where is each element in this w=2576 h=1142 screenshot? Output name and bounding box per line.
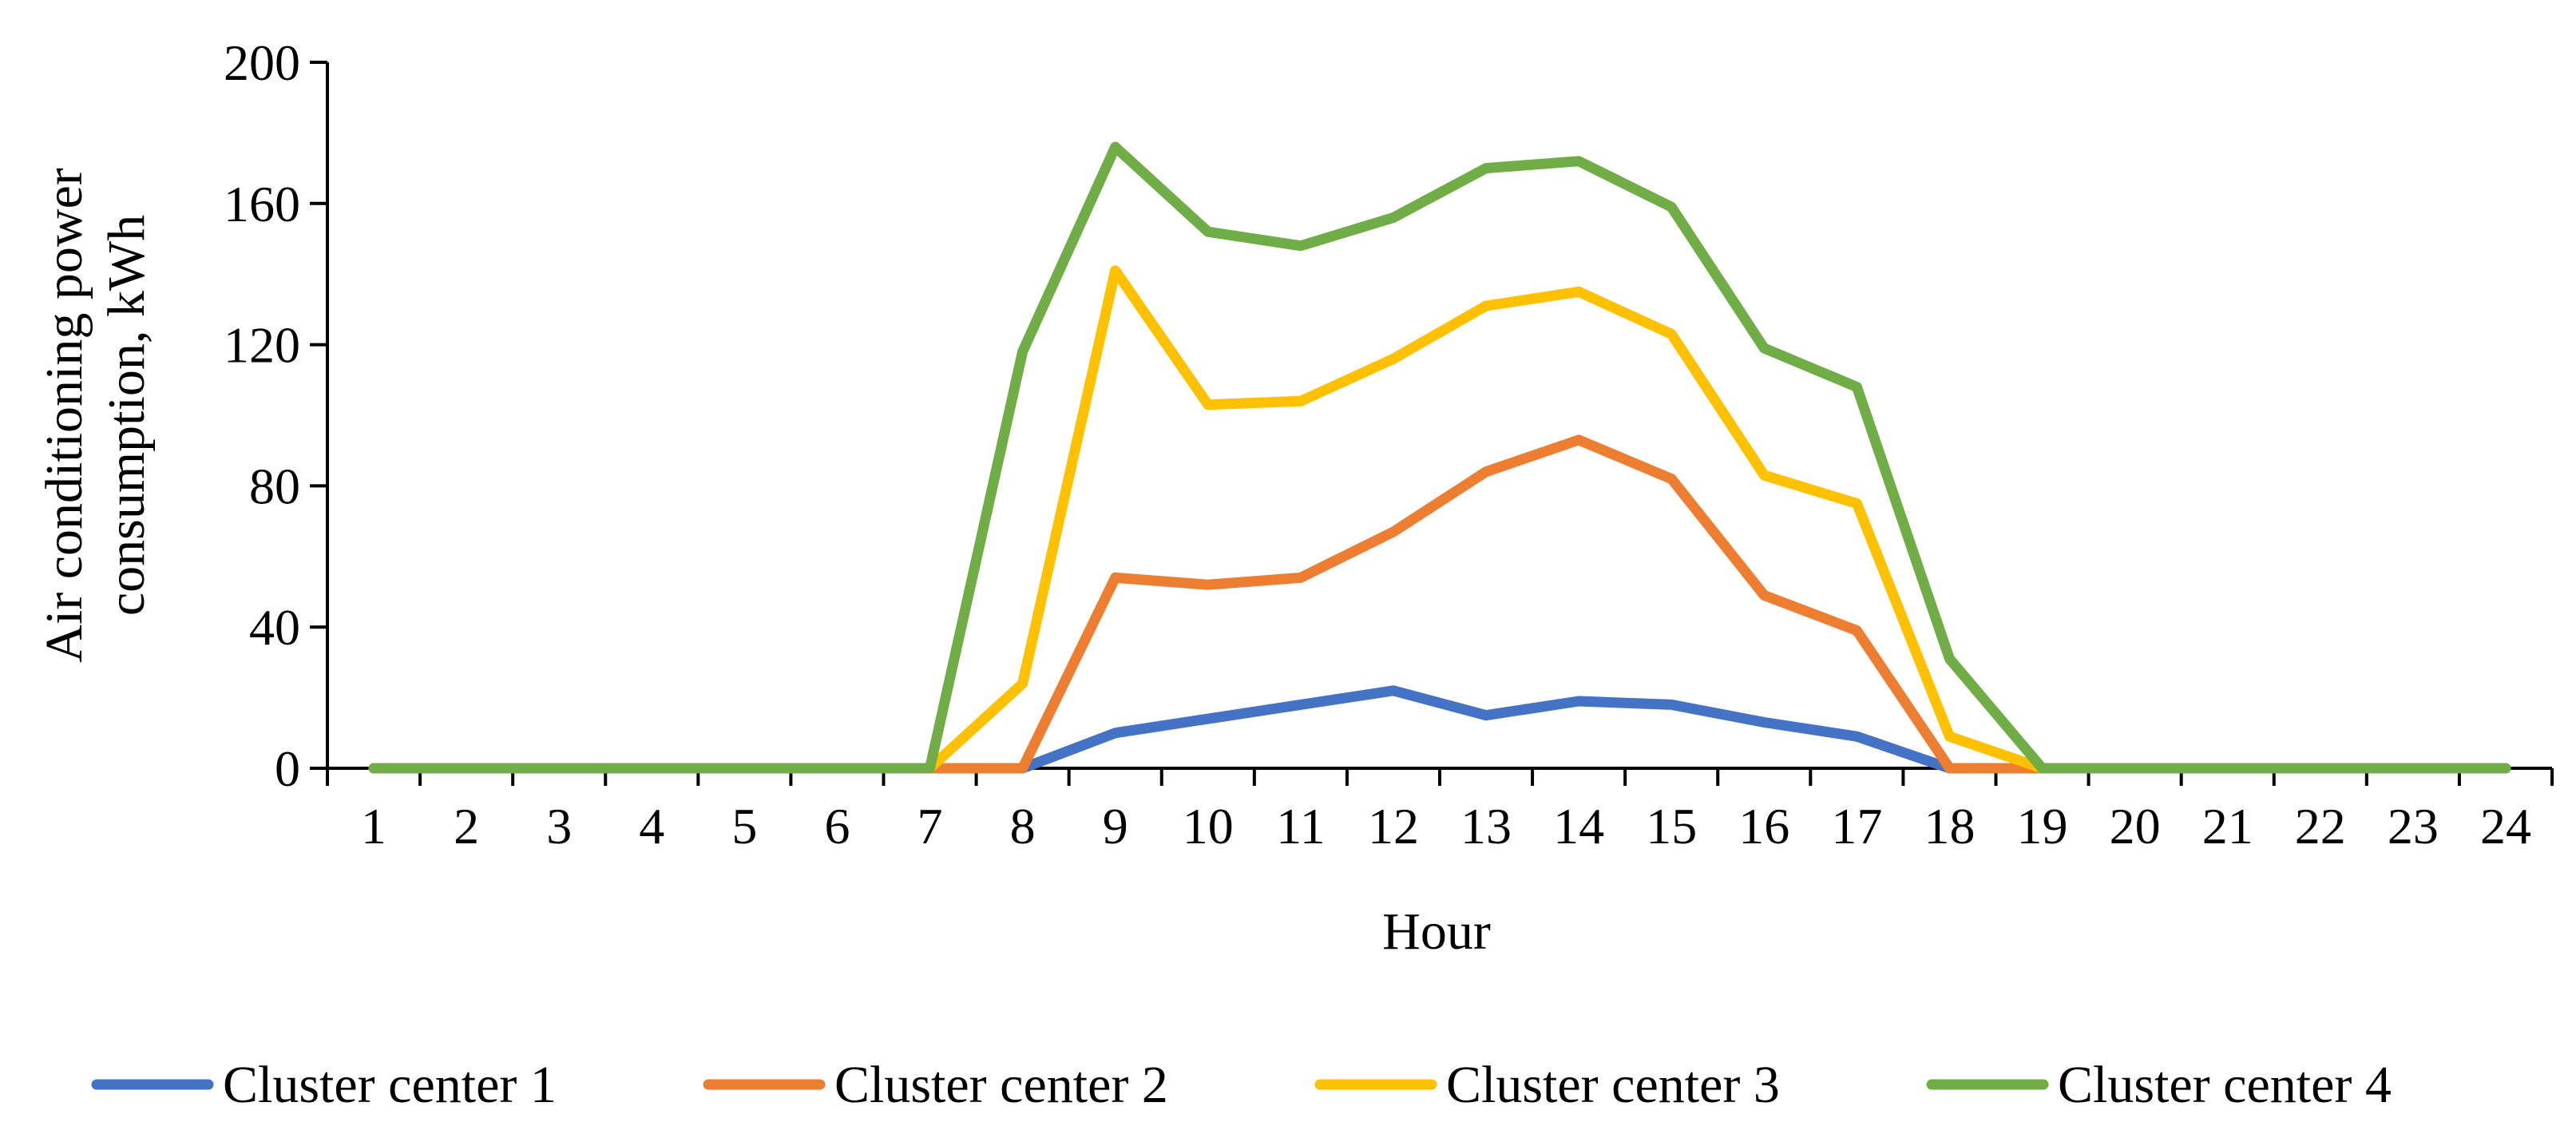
x-tick-label: 23: [2388, 798, 2439, 855]
x-tick-label: 17: [1831, 798, 1882, 855]
legend-label: Cluster center 4: [2058, 1056, 2392, 1114]
legend-label: Cluster center 2: [834, 1056, 1168, 1114]
series-lines: [368, 141, 2511, 774]
series-line-cluster-center-4: [368, 141, 2511, 774]
x-tick-label: 10: [1183, 798, 1234, 855]
y-axis-title-line-1: Air conditioning power: [35, 168, 93, 663]
legend-item-cluster-center-1: Cluster center 1: [91, 1056, 557, 1114]
y-tick-label: 160: [224, 176, 300, 232]
series-line-cluster-center-3: [368, 265, 2511, 774]
y-tick-label: 200: [224, 34, 300, 91]
x-tick-label: 1: [361, 798, 386, 855]
x-tick-label: 13: [1460, 798, 1512, 855]
legend-label: Cluster center 1: [223, 1056, 557, 1114]
y-tick-label: 40: [249, 599, 300, 656]
y-tick-label: 0: [275, 740, 300, 797]
x-tick-label: 21: [2202, 798, 2253, 855]
x-tick-label: 22: [2295, 798, 2346, 855]
x-tick-label: 16: [1738, 798, 1789, 855]
x-tick-label: 6: [824, 798, 850, 855]
y-tick-label: 80: [249, 458, 300, 514]
x-tick-label: 24: [2480, 798, 2531, 855]
x-tick-label: 7: [917, 798, 943, 855]
x-tick-label: 14: [1553, 798, 1604, 855]
y-axis-title-line-2: consumption, kWh: [97, 215, 156, 616]
x-tick-label: 11: [1276, 798, 1326, 855]
legend: Cluster center 1 Cluster center 2 Cluster …: [91, 1056, 2392, 1114]
x-tick-label: 3: [546, 798, 572, 855]
y-axis-title-group: Air conditioning power consumption, kWh: [35, 168, 156, 663]
x-tick-label: 8: [1010, 798, 1036, 855]
series-line-cluster-center-2: [368, 434, 2511, 774]
x-tick-label: 2: [454, 798, 479, 855]
legend-item-cluster-center-2: Cluster center 2: [703, 1056, 1168, 1114]
x-tick-label: 18: [1924, 798, 1975, 855]
x-axis-title: Hour: [1382, 902, 1491, 961]
x-axis: 1 2 3 4 5 6 7 8 9 10 11 12 13 14 15 16 17 18 19 20 21 22 23 24: [326, 767, 2554, 855]
legend-item-cluster-center-3: Cluster center 3: [1314, 1056, 1780, 1114]
x-tick-label: 9: [1103, 798, 1128, 855]
y-axis-title: Air conditioning power consumption, kWh: [35, 168, 156, 663]
x-tick-label: 5: [731, 798, 757, 855]
x-tick-label: 20: [2110, 798, 2161, 855]
legend-item-cluster-center-4: Cluster center 4: [1926, 1056, 2392, 1114]
x-tick-label: 19: [2017, 798, 2068, 855]
y-axis: 0 40 80 120 160 200: [224, 34, 329, 797]
x-tick-label: 4: [639, 798, 664, 855]
y-tick-label: 120: [224, 317, 300, 374]
x-tick-label: 12: [1368, 798, 1419, 855]
x-tick-label: 15: [1646, 798, 1697, 855]
legend-label: Cluster center 3: [1446, 1056, 1780, 1114]
series-line-cluster-center-1: [368, 685, 2511, 774]
